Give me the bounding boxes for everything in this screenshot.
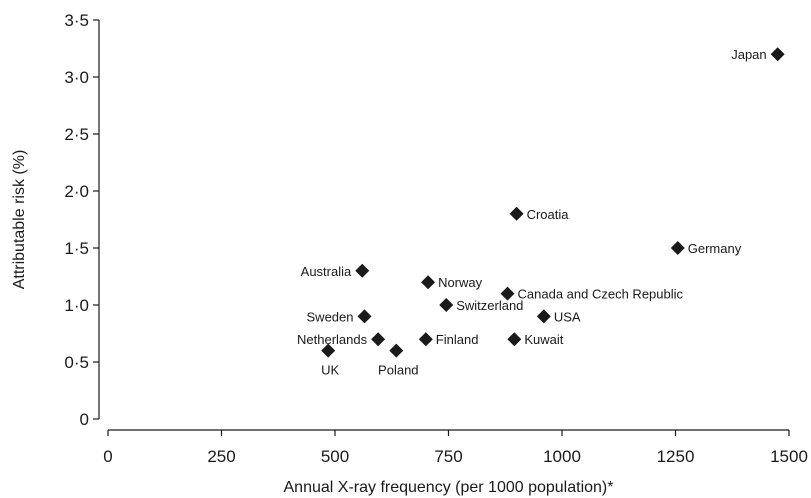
label-netherlands: Netherlands — [297, 332, 368, 347]
point-finland — [418, 332, 433, 347]
x-tick-label: 1250 — [657, 447, 695, 466]
point-germany — [670, 241, 685, 255]
y-tick-label: 3·5 — [64, 11, 89, 30]
point-canada-and-czech-republic — [500, 286, 515, 301]
data-points — [321, 47, 785, 358]
point-sweden — [357, 309, 372, 324]
point-netherlands — [371, 332, 386, 347]
label-germany: Germany — [688, 241, 742, 256]
y-tick-label: 0 — [80, 410, 89, 429]
point-croatia — [509, 206, 524, 221]
x-tick-label: 500 — [321, 447, 349, 466]
x-tick-label: 0 — [103, 447, 112, 466]
y-axis-ticks: 0 0·5 1·0 1·5 2·0 2·5 3·0 3·5 — [64, 11, 99, 429]
label-uk: UK — [321, 363, 339, 378]
label-finland: Finland — [436, 332, 479, 347]
point-japan — [770, 47, 785, 62]
y-tick-label: 1·0 — [64, 296, 89, 315]
label-usa: USA — [554, 309, 581, 324]
y-tick-label: 3·0 — [64, 68, 89, 87]
label-canada-and-czech-republic: Canada and Czech Republic — [518, 287, 684, 302]
point-usa — [536, 309, 551, 324]
label-australia: Australia — [301, 264, 352, 279]
point-switzerland — [439, 298, 454, 312]
x-tick-label: 1500 — [770, 447, 808, 466]
point-poland — [389, 343, 404, 358]
label-norway: Norway — [438, 275, 483, 290]
label-sweden: Sweden — [307, 309, 354, 324]
x-tick-label: 750 — [434, 447, 462, 466]
point-australia — [355, 263, 370, 278]
label-switzerland: Switzerland — [456, 298, 523, 313]
point-labels: UK Netherlands Poland Finland Sweden Switzerl… — [297, 47, 767, 377]
y-tick-label: 2·5 — [64, 125, 89, 144]
point-kuwait — [507, 332, 522, 347]
label-kuwait: Kuwait — [524, 332, 563, 347]
label-poland: Poland — [378, 363, 418, 378]
point-norway — [421, 275, 436, 290]
x-tick-label: 1000 — [543, 447, 581, 466]
x-tick-label: 250 — [207, 447, 235, 466]
y-tick-label: 1·5 — [64, 239, 89, 258]
y-axis-title: Attributable risk (%) — [11, 150, 28, 290]
x-axis-ticks: 0 250 500 750 1000 1250 1500 — [103, 430, 808, 466]
label-croatia: Croatia — [527, 207, 570, 222]
y-tick-label: 0·5 — [64, 353, 89, 372]
label-japan: Japan — [731, 47, 766, 62]
point-uk — [321, 343, 336, 358]
x-axis-title: Annual X-ray frequency (per 1000 populat… — [284, 479, 614, 496]
y-tick-label: 2·0 — [64, 182, 89, 201]
